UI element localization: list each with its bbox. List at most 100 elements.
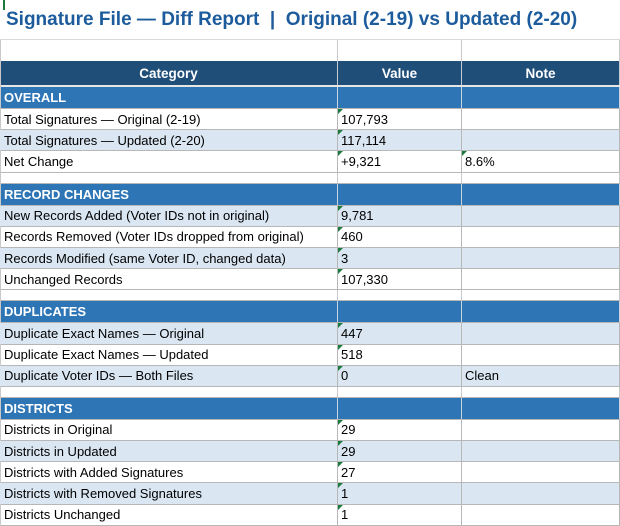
value-cell[interactable]: 0 bbox=[338, 365, 462, 386]
value-cell[interactable]: 107,330 bbox=[338, 269, 462, 290]
section-header-cell[interactable] bbox=[338, 301, 462, 323]
section-header-cell[interactable] bbox=[338, 397, 462, 419]
header-divider bbox=[0, 85, 620, 87]
report-title: Signature File — Diff Report | Original … bbox=[6, 9, 578, 30]
category-cell[interactable]: Total Signatures — Updated (2-20) bbox=[0, 130, 338, 151]
section-header-cell[interactable] bbox=[462, 397, 620, 419]
section-header-record-changes[interactable]: RECORD CHANGES bbox=[0, 183, 620, 206]
category-cell[interactable]: New Records Added (Voter IDs not in orig… bbox=[0, 205, 338, 226]
column-header-note[interactable]: Note bbox=[462, 61, 620, 85]
note-cell[interactable] bbox=[462, 109, 620, 130]
note-cell[interactable] bbox=[462, 504, 620, 525]
value-cell[interactable]: 117,114 bbox=[338, 130, 462, 151]
section-header-cell[interactable] bbox=[462, 87, 620, 108]
cell-error-flag-icon bbox=[338, 130, 343, 136]
value-cell[interactable]: 1 bbox=[338, 483, 462, 504]
table-row: Duplicate Exact Names — Original 447 bbox=[0, 323, 620, 345]
value-text: 29 bbox=[341, 443, 356, 459]
value-cell[interactable]: 9,781 bbox=[338, 205, 462, 226]
note-cell[interactable] bbox=[462, 269, 620, 290]
section-header-cell[interactable] bbox=[338, 87, 462, 108]
note-cell[interactable] bbox=[462, 483, 620, 504]
section-header-label: RECORD CHANGES bbox=[4, 186, 129, 202]
category-cell[interactable]: Districts with Added Signatures bbox=[0, 462, 338, 483]
empty-cell bbox=[338, 386, 462, 397]
note-cell[interactable] bbox=[462, 130, 620, 151]
empty-cell bbox=[0, 290, 338, 301]
value-cell[interactable]: 1 bbox=[338, 504, 462, 525]
spacer-row bbox=[0, 386, 620, 398]
category-cell[interactable]: Duplicate Exact Names — Original bbox=[0, 323, 338, 344]
cell-error-flag-icon bbox=[338, 269, 343, 275]
section-header-districts[interactable]: DISTRICTS bbox=[0, 397, 620, 420]
section-header-cell[interactable] bbox=[462, 183, 620, 205]
category-cell[interactable]: Districts in Updated bbox=[0, 441, 338, 462]
spacer-row bbox=[0, 290, 620, 302]
note-cell[interactable] bbox=[462, 344, 620, 365]
value-text: 27 bbox=[341, 464, 356, 480]
category-cell[interactable]: Duplicate Voter IDs — Both Files bbox=[0, 365, 338, 386]
value-cell[interactable]: +9,321 bbox=[338, 151, 462, 172]
section-header-cell[interactable]: DISTRICTS bbox=[0, 397, 338, 419]
column-header-category[interactable]: Category bbox=[0, 61, 338, 85]
section-header-cell[interactable]: OVERALL bbox=[0, 87, 338, 108]
table-row: Records Modified (same Voter ID, changed… bbox=[0, 247, 620, 270]
cell-error-flag-icon bbox=[338, 226, 343, 232]
table-row: Districts in Updated 29 bbox=[0, 441, 620, 463]
cell-error-flag-icon bbox=[462, 151, 467, 157]
note-cell[interactable] bbox=[462, 247, 620, 269]
value-text: 29 bbox=[341, 422, 356, 438]
value-text: 0 bbox=[341, 368, 349, 384]
cell-error-flag-icon bbox=[338, 504, 343, 510]
table-row: Duplicate Voter IDs — Both Files 0 Clean bbox=[0, 365, 620, 387]
value-cell[interactable]: 518 bbox=[338, 344, 462, 365]
table-row: Duplicate Exact Names — Updated 518 bbox=[0, 344, 620, 366]
note-cell[interactable]: 8.6% bbox=[462, 151, 620, 172]
category-cell[interactable]: Districts Unchanged bbox=[0, 504, 338, 525]
note-cell[interactable] bbox=[462, 226, 620, 247]
note-text: Clean bbox=[465, 368, 499, 384]
category-cell[interactable]: Duplicate Exact Names — Updated bbox=[0, 344, 338, 365]
note-cell[interactable]: Clean bbox=[462, 365, 620, 386]
value-cell[interactable]: 3 bbox=[338, 247, 462, 269]
cell-error-flag-icon bbox=[338, 323, 343, 329]
category-cell[interactable]: Districts in Original bbox=[0, 419, 338, 441]
value-cell[interactable]: 29 bbox=[338, 419, 462, 441]
category-cell[interactable]: Net Change bbox=[0, 151, 338, 172]
note-cell[interactable] bbox=[462, 462, 620, 483]
value-cell[interactable]: 447 bbox=[338, 323, 462, 344]
value-cell[interactable]: 107,793 bbox=[338, 109, 462, 130]
section-header-cell[interactable]: DUPLICATES bbox=[0, 301, 338, 323]
value-cell[interactable]: 29 bbox=[338, 441, 462, 462]
empty-cell bbox=[338, 172, 462, 183]
section-header-cell[interactable]: RECORD CHANGES bbox=[0, 183, 338, 205]
category-cell[interactable]: Districts with Removed Signatures bbox=[0, 483, 338, 504]
note-cell[interactable] bbox=[462, 441, 620, 462]
category-cell[interactable]: Records Modified (same Voter ID, changed… bbox=[0, 247, 338, 269]
value-text: 117,114 bbox=[341, 132, 387, 148]
note-cell[interactable] bbox=[462, 323, 620, 344]
column-header-value[interactable]: Value bbox=[338, 61, 462, 85]
category-cell[interactable]: Records Removed (Voter IDs dropped from … bbox=[0, 226, 338, 247]
note-cell[interactable] bbox=[462, 205, 620, 226]
value-text: 518 bbox=[341, 347, 363, 363]
value-cell[interactable]: 27 bbox=[338, 462, 462, 483]
table-row: Records Removed (Voter IDs dropped from … bbox=[0, 226, 620, 248]
title-cell-flag-icon bbox=[3, 0, 5, 10]
section-header-label: OVERALL bbox=[4, 90, 67, 105]
value-cell[interactable]: 460 bbox=[338, 226, 462, 247]
cell-error-flag-icon bbox=[338, 483, 343, 489]
section-header-overall[interactable]: OVERALL bbox=[0, 87, 620, 109]
section-header-cell[interactable] bbox=[338, 183, 462, 205]
section-header-duplicates[interactable]: DUPLICATES bbox=[0, 301, 620, 324]
category-cell[interactable]: Total Signatures — Original (2-19) bbox=[0, 109, 338, 130]
value-text: 9,781 bbox=[341, 208, 374, 224]
table-row: New Records Added (Voter IDs not in orig… bbox=[0, 205, 620, 227]
note-cell[interactable] bbox=[462, 419, 620, 441]
value-text: 460 bbox=[341, 229, 363, 245]
table-row: Net Change +9,321 8.6% bbox=[0, 151, 620, 173]
section-header-cell[interactable] bbox=[462, 301, 620, 323]
empty-cell bbox=[462, 172, 620, 183]
category-cell[interactable]: Unchanged Records bbox=[0, 269, 338, 290]
cell-error-flag-icon bbox=[338, 441, 343, 447]
